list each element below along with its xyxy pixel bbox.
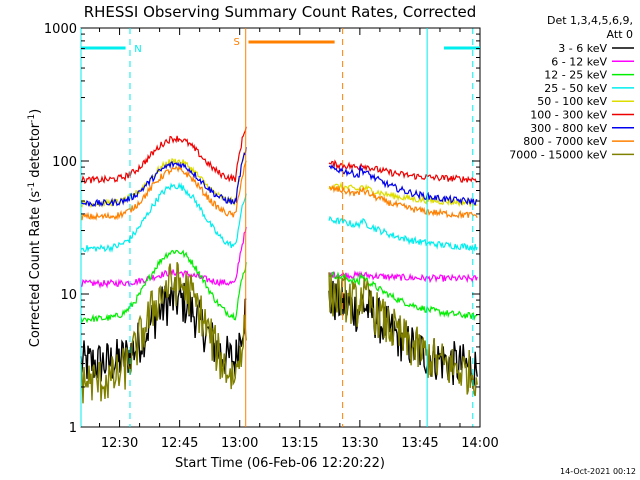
x-axis-label: Start Time (06-Feb-06 12:20:22) <box>175 456 385 471</box>
generated-timestamp: 14-Oct-2021 00:12 <box>560 467 636 476</box>
plot-frame <box>80 27 481 428</box>
y-axis-label-mid: detector <box>28 122 43 182</box>
x-tick-label-6: 13:45 <box>401 436 438 451</box>
y-tick-label-1: 1 <box>69 421 77 436</box>
x-tick-label-4: 13:15 <box>281 436 318 451</box>
series-line-8 <box>80 160 478 221</box>
y-tick-label-3: 100 <box>52 155 77 170</box>
x-tick-label-7: 14:00 <box>461 436 498 451</box>
night-label: N <box>134 44 141 55</box>
series-line-6 <box>80 126 478 185</box>
x-tick-label-5: 13:30 <box>341 436 378 451</box>
legend-label-8: 800 - 7000 keV <box>523 135 607 148</box>
legend-label-1: 3 - 6 keV <box>558 42 607 55</box>
series-line-2 <box>80 226 478 289</box>
y-axis-label-main: Corrected Count Rate (s <box>28 191 43 348</box>
legend-label-7: 300 - 800 keV <box>530 122 607 135</box>
legend-label-4: 25 - 50 keV <box>544 82 607 95</box>
x-tick-label-1: 12:30 <box>101 436 138 451</box>
legend-label-3: 12 - 25 keV <box>544 69 607 82</box>
x-tick-label-2: 12:45 <box>161 436 198 451</box>
axis-layer: 12:30 12:45 13:00 13:15 13:30 13:45 14:00 1 10 10… <box>44 22 499 451</box>
series-line-9 <box>80 262 478 404</box>
series-line-5 <box>80 149 478 208</box>
chart-title: RHESSI Observing Summary Count Rates, Co… <box>84 3 477 21</box>
y-tick-label-4: 1000 <box>44 22 77 37</box>
legend-label-2: 6 - 12 keV <box>551 55 607 68</box>
saa-label: S <box>234 37 240 48</box>
legend-header-line1: Det 1,3,4,5,6,9, <box>547 14 633 27</box>
series-layer <box>80 126 478 404</box>
y-axis-label-sup2: -1 <box>27 114 37 123</box>
legend-header-line2: Att 0 <box>607 28 633 41</box>
series-line-4 <box>80 182 478 253</box>
x-tick-label-3: 13:00 <box>221 436 258 451</box>
legend-label-5: 50 - 100 keV <box>537 95 607 108</box>
y-axis-label: Corrected Count Rate (s-1 detector-1) <box>27 109 43 347</box>
legend-label-9: 7000 - 15000 keV <box>509 148 607 161</box>
series-line-7 <box>80 147 478 208</box>
y-axis-label-sup1: -1 <box>27 182 37 191</box>
series-line-3 <box>80 249 478 324</box>
marker-layer: NS <box>80 28 480 427</box>
y-axis-label-end: ) <box>28 109 43 114</box>
legend-label-6: 100 - 300 keV <box>530 109 607 122</box>
y-tick-label-2: 10 <box>60 288 77 303</box>
